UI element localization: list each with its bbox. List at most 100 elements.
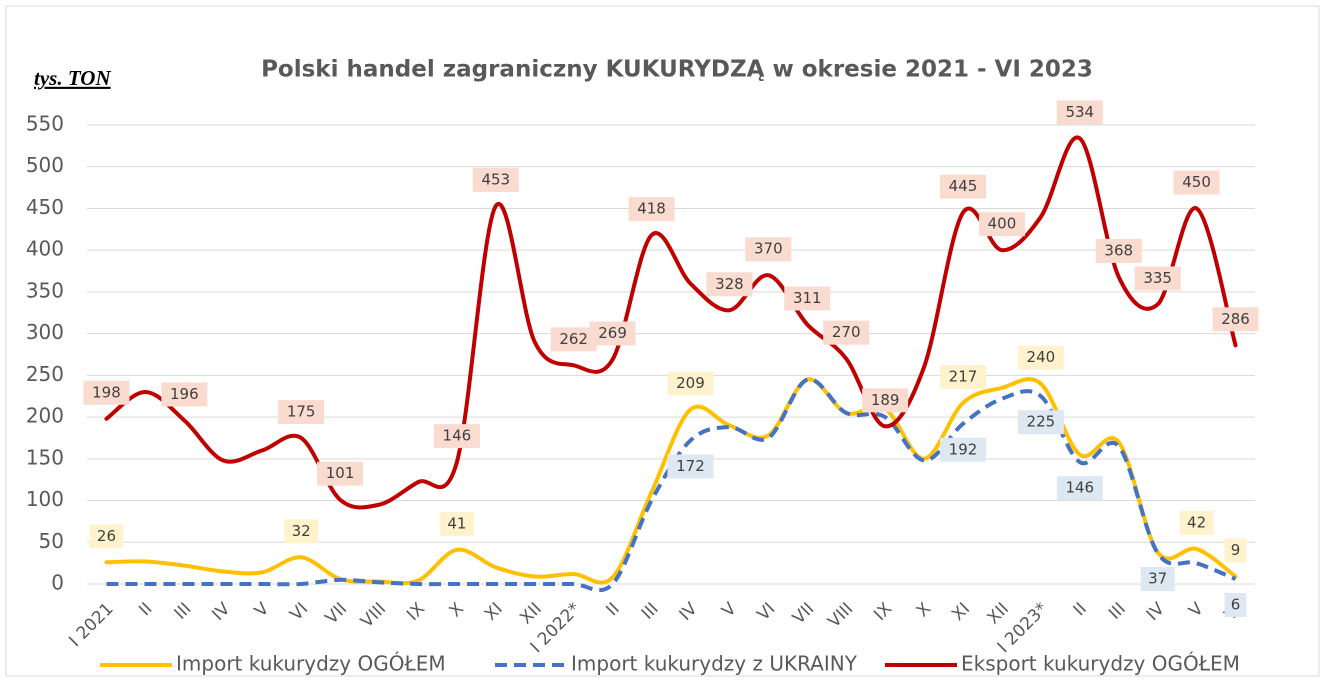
data-label-box: [978, 212, 1025, 237]
data-label-box: [940, 364, 986, 389]
data-label-text: 418: [637, 200, 666, 218]
x-tick-label: IV: [208, 599, 234, 625]
data-label-text: 41: [447, 514, 466, 532]
data-label-box: [472, 167, 519, 192]
data-label: 198: [83, 380, 130, 405]
x-tick-label: VII: [322, 599, 351, 628]
y-tick-label: 100: [26, 487, 64, 511]
data-label-box: [589, 321, 636, 346]
data-label: 37: [1140, 567, 1175, 592]
data-label-box: [1056, 100, 1103, 125]
x-tick-label: V: [718, 599, 741, 622]
data-label-box: [317, 461, 364, 486]
data-label: 146: [1056, 476, 1103, 501]
data-label: 335: [1134, 266, 1181, 291]
data-label-text: 335: [1143, 269, 1172, 287]
data-label-text: 172: [676, 457, 705, 475]
data-label-text: 209: [676, 374, 705, 392]
data-label-box: [667, 371, 714, 396]
data-label: 32: [284, 519, 319, 544]
data-label: 189: [862, 388, 909, 413]
y-tick-label: 300: [26, 320, 64, 344]
x-tick-label: II: [602, 599, 623, 620]
legend-label: Import kukurydzy z UKRAINY: [571, 652, 858, 676]
data-label-box: [1224, 592, 1247, 617]
data-label: 270: [823, 320, 870, 345]
chart-frame: [5, 5, 1320, 677]
data-label-text: 198: [92, 383, 121, 401]
data-label: 175: [278, 399, 325, 424]
data-label-box: [940, 437, 986, 462]
data-label-text: 37: [1148, 570, 1167, 588]
data-label-text: 225: [1027, 413, 1056, 431]
x-tick-label: XII: [984, 599, 1013, 628]
data-label-text: 217: [949, 367, 978, 385]
data-label-text: 9: [1231, 541, 1241, 559]
y-tick-label: 550: [26, 112, 64, 136]
x-tick-label: VII: [789, 599, 818, 628]
data-label-text: 450: [1182, 173, 1211, 191]
legend-label: Eksport kukurydzy OGÓŁEM: [961, 652, 1240, 676]
data-label-text: 534: [1065, 103, 1094, 121]
y-tick-label: 200: [26, 404, 64, 428]
chart-title: Polski handel zagraniczny KUKURYDZĄ w ok…: [261, 57, 1093, 83]
data-label-box: [940, 174, 986, 199]
data-label-text: 101: [326, 464, 355, 482]
data-label: 225: [1017, 410, 1064, 435]
data-label-text: 146: [443, 427, 472, 445]
data-label-box: [550, 327, 597, 352]
y-tick-label: 50: [39, 529, 64, 553]
data-label: 9: [1224, 538, 1247, 563]
data-label-box: [628, 197, 675, 222]
data-label-box: [1056, 476, 1103, 501]
data-label-text: 189: [871, 391, 900, 409]
data-label: 445: [940, 174, 986, 199]
data-label: 26: [89, 524, 124, 549]
data-label-text: 42: [1187, 513, 1206, 531]
data-label: 368: [1095, 238, 1142, 263]
x-tick-label: X: [913, 599, 936, 622]
y-tick-label: 500: [26, 153, 64, 177]
data-label-text: 6: [1231, 595, 1241, 613]
data-label: 534: [1056, 100, 1103, 125]
data-label-box: [1017, 345, 1064, 370]
data-label: 286: [1212, 307, 1259, 332]
data-label-box: [439, 511, 474, 536]
data-label-box: [161, 382, 208, 407]
data-label: 400: [978, 212, 1025, 237]
data-label: 269: [589, 321, 636, 346]
data-label-box: [706, 272, 753, 297]
data-label: 101: [317, 461, 364, 486]
data-label: 209: [667, 371, 714, 396]
x-tick-label: XII: [516, 599, 545, 628]
data-label: 370: [745, 237, 792, 262]
data-label-box: [862, 388, 909, 413]
y-axis-label: tys. TON: [34, 66, 111, 90]
data-label: 217: [940, 364, 986, 389]
data-label: 196: [161, 382, 208, 407]
data-label-text: 370: [754, 240, 783, 258]
x-tick-label: II: [135, 599, 156, 620]
data-label-box: [667, 454, 714, 479]
x-tick-label: IV: [1143, 599, 1169, 625]
x-tick-label: V: [1185, 599, 1208, 622]
x-tick-label: VIII: [357, 599, 390, 632]
data-label: 172: [667, 454, 714, 479]
x-tick-label: IX: [870, 599, 896, 625]
data-label-text: 286: [1221, 310, 1250, 328]
y-tick-label: 0: [51, 571, 64, 595]
y-tick-label: 150: [26, 445, 64, 469]
data-label-box: [433, 424, 480, 449]
data-label-text: 26: [97, 527, 116, 545]
data-label-text: 368: [1104, 241, 1133, 259]
x-tick-label: IX: [403, 599, 429, 625]
data-label-box: [1224, 538, 1247, 563]
data-label: 328: [706, 272, 753, 297]
x-tick-label: IV: [676, 599, 702, 625]
legend-label: Import kukurydzy OGÓŁEM: [176, 652, 446, 676]
x-tick-label: III: [1105, 599, 1130, 624]
data-label-box: [823, 320, 870, 345]
data-label-text: 445: [949, 177, 978, 195]
